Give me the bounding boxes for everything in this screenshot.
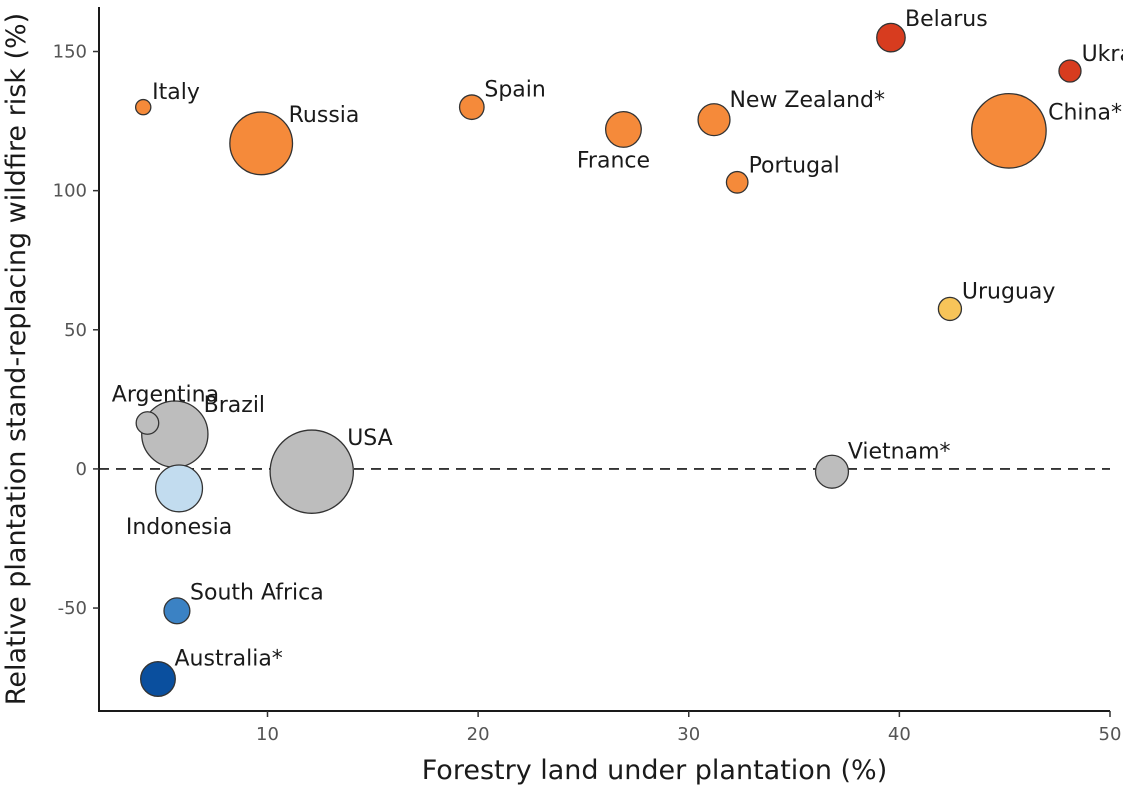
point-label: Uruguay — [962, 280, 1056, 305]
bubble-point — [725, 170, 749, 194]
x-axis-ticks: 10 20 30 40 50 — [256, 711, 1121, 745]
bubble-point — [1058, 59, 1082, 83]
y-axis-title: Relative plantation stand-replacing wild… — [1, 13, 32, 705]
bubble-point — [937, 296, 963, 322]
y-tick-label: 100 — [53, 181, 87, 202]
y-tick-label: -50 — [58, 598, 87, 619]
bubble-point — [604, 110, 642, 148]
bubble-point — [971, 92, 1047, 169]
y-axis-ticks: -50 0 50 100 150 — [53, 42, 99, 619]
bubble-point — [229, 111, 294, 176]
point-label: Russia — [289, 103, 360, 128]
x-tick-label: 20 — [467, 724, 490, 745]
y-tick-label: 50 — [64, 320, 87, 341]
point-label: France — [577, 148, 650, 173]
point-label: Belarus — [905, 7, 988, 32]
axis-frame — [98, 7, 1110, 712]
point-label: Italy — [152, 80, 200, 105]
bubble-point — [876, 22, 906, 53]
bubble-point — [697, 103, 731, 137]
point-label: Australia* — [174, 646, 282, 671]
x-axis-title: Forestry land under plantation (%) — [422, 755, 888, 786]
y-tick-label: 150 — [53, 42, 87, 63]
y-tick-label: 0 — [76, 459, 87, 480]
point-label: Vietnam* — [848, 440, 951, 465]
point-label: Spain — [484, 77, 545, 102]
bubble-point — [154, 464, 204, 513]
bubble-point — [135, 411, 160, 435]
point-label: New Zealand* — [729, 88, 885, 113]
point-label: Portugal — [749, 153, 840, 178]
point-label: USA — [347, 426, 393, 451]
bubble-layer — [134, 22, 1082, 697]
bubble-point — [814, 454, 850, 489]
bubble-point — [163, 597, 191, 625]
point-label: Ukraine — [1082, 42, 1123, 67]
point-label: Brazil — [204, 393, 265, 418]
x-tick-label: 50 — [1099, 724, 1122, 745]
bubble-point — [269, 429, 355, 514]
x-tick-label: 10 — [256, 724, 279, 745]
bubble-point — [139, 661, 176, 697]
bubble-point — [134, 98, 152, 116]
point-label: Argentina — [112, 383, 219, 408]
bubble-point — [458, 94, 485, 121]
point-label-layer: Italy Russia Spain France New Zealand* Portug… — [112, 7, 1123, 672]
point-label: South Africa — [190, 581, 324, 606]
x-tick-label: 40 — [888, 724, 911, 745]
x-tick-label: 30 — [677, 724, 700, 745]
point-label: Indonesia — [126, 515, 232, 540]
point-label: China* — [1048, 101, 1122, 126]
